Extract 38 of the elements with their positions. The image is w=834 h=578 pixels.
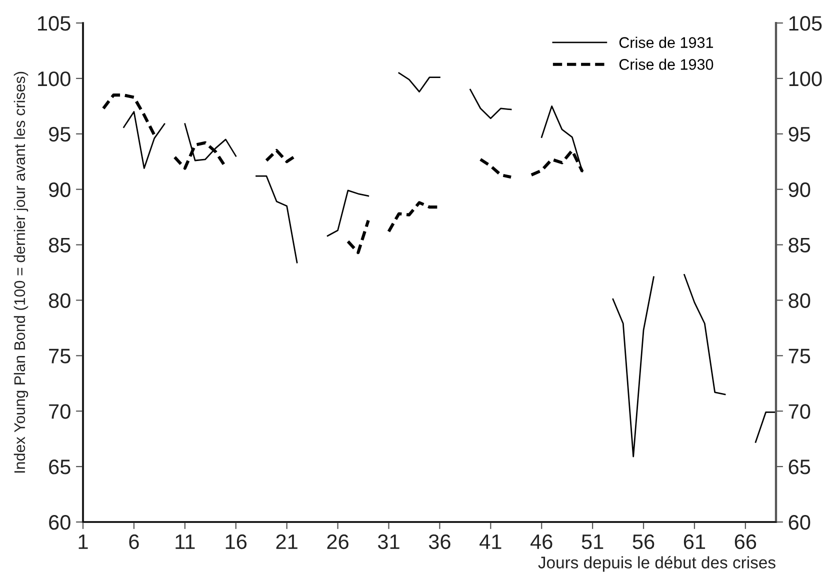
y2-tick-label: 70 — [788, 404, 810, 419]
x-tick-label: 26 — [327, 534, 348, 550]
x-tick-label: 51 — [582, 534, 604, 550]
y-tick-label: 85 — [48, 238, 70, 253]
x-tick-label: 1 — [78, 534, 88, 549]
x-tick-label: 46 — [530, 534, 552, 550]
y2-tick-label: 100 — [789, 71, 822, 86]
legend-label: Crise de 1930 — [619, 58, 714, 70]
x-tick-label: 56 — [632, 534, 654, 550]
x-tick-label: 6 — [129, 534, 139, 550]
x-tick-label: 36 — [428, 534, 450, 550]
y-tick-label: 75 — [49, 348, 70, 364]
y-tick-label: 70 — [49, 404, 70, 419]
x-tick-label: 41 — [480, 534, 502, 549]
y2-tick-label: 105 — [789, 16, 822, 31]
y-tick-label: 105 — [38, 16, 70, 31]
legend-label: Crise de 1931 — [619, 36, 713, 48]
y-tick-label: 80 — [48, 293, 70, 308]
y2-tick-label: 90 — [788, 182, 810, 198]
y2-tick-label: 60 — [788, 515, 810, 530]
y2-tick-label: 65 — [788, 460, 810, 474]
y-tick-label: 95 — [49, 126, 70, 142]
y-tick-label: 60 — [49, 515, 70, 530]
y-tick-label: 65 — [49, 460, 70, 474]
y2-tick-label: 75 — [788, 348, 810, 364]
x-tick-label: 31 — [378, 534, 400, 550]
y-axis-title: Index Young Plan Bond (100 = dernier jour avant les crises) — [14, 72, 28, 473]
x-tick-label: 11 — [176, 534, 195, 549]
y2-tick-label: 80 — [788, 293, 810, 308]
y2-tick-label: 95 — [788, 126, 810, 142]
x-tick-label: 16 — [226, 534, 247, 550]
y-tick-label: 100 — [38, 71, 70, 86]
x-axis-title: Jours depuis le début des crises — [538, 556, 776, 572]
x-tick-label: 66 — [734, 534, 756, 550]
x-tick-label: 21 — [276, 534, 298, 549]
y-tick-label: 90 — [49, 182, 70, 198]
y2-tick-label: 85 — [788, 238, 810, 253]
x-tick-label: 61 — [684, 534, 706, 550]
